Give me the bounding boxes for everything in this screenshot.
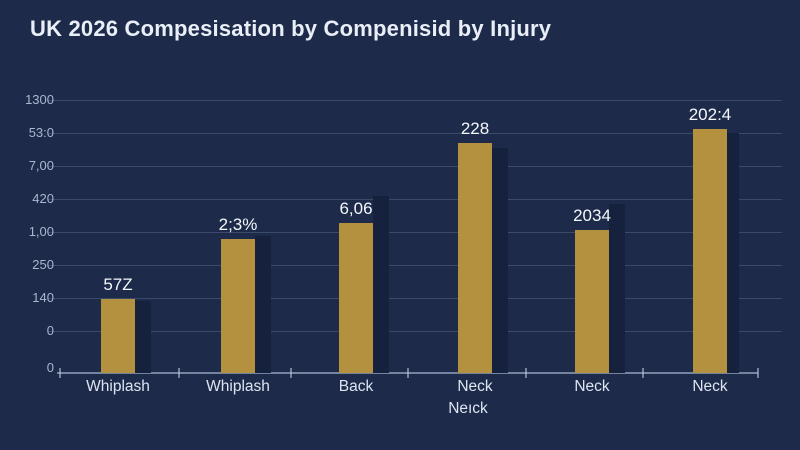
bar-neck-3 (693, 129, 727, 373)
chart-title: UK 2026 Compesisation by Compenisid by I… (30, 16, 552, 41)
bar-value-label: 228 (460, 119, 490, 138)
bar-value-label: 2;3% (218, 215, 258, 234)
bar-value-label: 6,06 (339, 199, 373, 218)
y-axis-tick-label: 1300 (25, 92, 54, 107)
x-axis-category-sublabel: Neıck (448, 400, 488, 417)
gridline (48, 100, 782, 101)
x-axis-category-label: Whiplash (86, 378, 150, 395)
x-axis-category-label: Neck (692, 378, 728, 395)
bar-shadow-neck-2 (609, 204, 625, 373)
axis-tick (525, 368, 527, 378)
y-axis-tick-label: 140 (32, 290, 54, 305)
axis-tick (290, 368, 292, 378)
axis-tick (757, 368, 759, 378)
bar-value-label: 57Z (103, 275, 133, 294)
bar-shadow-back (373, 196, 389, 373)
x-axis-category-label: Neck (574, 378, 610, 395)
y-axis-tick-label: 53:0 (28, 125, 54, 140)
bar-shadow-neck-3 (727, 133, 739, 373)
bar-neck-1 (458, 143, 492, 373)
gridline (48, 331, 782, 332)
axis-tick (178, 368, 180, 378)
bar-shadow-whiplash-1 (135, 301, 151, 373)
gridline (48, 298, 782, 299)
bar-value-label: 2034 (573, 206, 611, 225)
x-axis-category-label: Back (338, 378, 374, 395)
gridline (48, 199, 782, 200)
y-axis-tick-label: 250 (32, 257, 54, 272)
bar-shadow-neck-1 (492, 148, 508, 373)
bar-back (339, 223, 373, 373)
x-axis-category-label: Whiplash (206, 378, 270, 395)
bar-whiplash-2 (221, 239, 255, 373)
bar-whiplash-1 (101, 299, 135, 373)
bar-value-label: 202:4 (688, 105, 732, 124)
x-axis-category-label: Neck (457, 378, 493, 395)
y-axis-tick-label: 1,00 (28, 224, 54, 239)
axis-tick (642, 368, 644, 378)
gridline (48, 232, 782, 233)
y-axis-tick-label: 420 (32, 191, 54, 206)
gridline (48, 166, 782, 167)
bar-shadow-whiplash-2 (255, 236, 271, 373)
y-axis-tick-label: 0 (46, 360, 54, 375)
y-axis-tick-label: 7,00 (28, 158, 54, 173)
axis-tick (59, 368, 61, 378)
y-axis-tick-label: 0 (46, 323, 54, 338)
gridline (48, 133, 782, 134)
gridline (48, 265, 782, 266)
axis-tick (407, 368, 409, 378)
bar-neck-2 (575, 230, 609, 373)
